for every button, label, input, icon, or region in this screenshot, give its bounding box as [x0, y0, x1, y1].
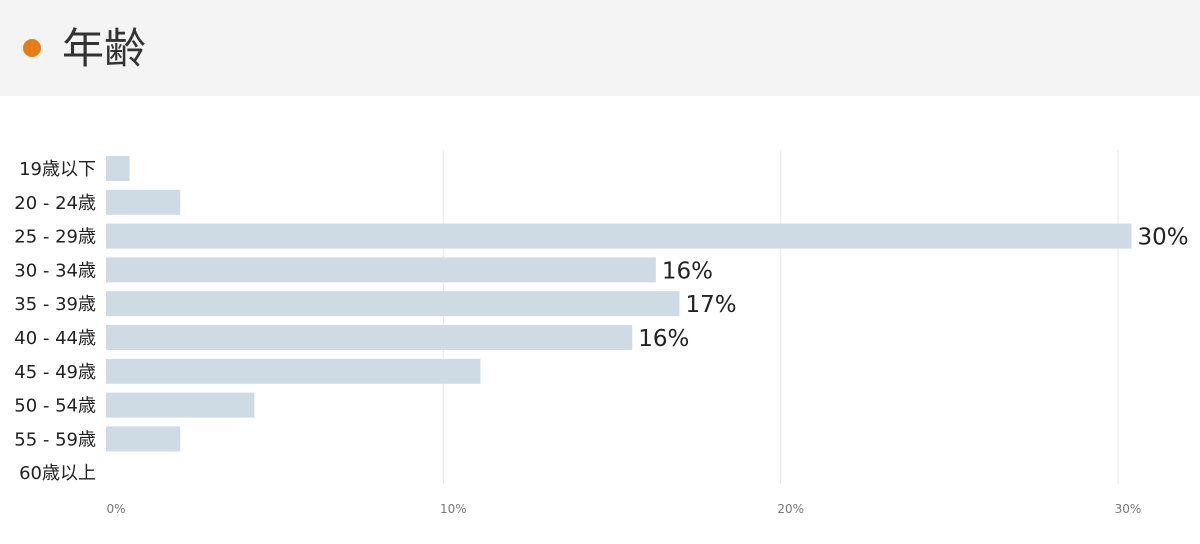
category-label: 35 - 39歳 — [14, 294, 96, 315]
bar — [106, 392, 255, 418]
data-label: 17% — [685, 292, 736, 318]
category-label: 30 - 34歳 — [14, 260, 96, 281]
section-title: 年齢 — [62, 24, 147, 73]
category-label: 40 - 44歳 — [14, 328, 96, 349]
data-label: 16% — [662, 258, 713, 284]
bar — [106, 358, 481, 384]
x-tick-label: 10% — [440, 502, 467, 516]
bar — [106, 257, 656, 283]
x-tick-label: 20% — [777, 502, 804, 516]
category-label: 19歳以下 — [19, 159, 96, 180]
data-label: 16% — [638, 326, 689, 352]
section-header: 年齢 — [0, 0, 1200, 96]
category-label: 45 - 49歳 — [14, 362, 96, 383]
category-label: 50 - 54歳 — [14, 396, 96, 417]
bar — [106, 325, 633, 350]
bar — [106, 189, 181, 215]
data-label: 30% — [1137, 225, 1188, 251]
category-label: 55 - 59歳 — [14, 429, 96, 450]
age-bar-chart: 19歳以下 20 - 24歳 25 - 29歳 30 - 34歳 35 - 39歳 40 … — [14, 150, 1189, 516]
orange-bullet-icon — [23, 39, 41, 57]
category-label: 20 - 24歳 — [14, 193, 96, 214]
category-label: 25 - 29歳 — [14, 227, 96, 248]
bar — [106, 223, 1132, 249]
category-label: 60歳以上 — [19, 463, 96, 484]
bar — [106, 156, 130, 181]
x-tick-label: 30% — [1115, 502, 1142, 516]
bar — [106, 291, 680, 317]
x-tick-label: 0% — [106, 502, 125, 516]
bar — [106, 426, 181, 452]
